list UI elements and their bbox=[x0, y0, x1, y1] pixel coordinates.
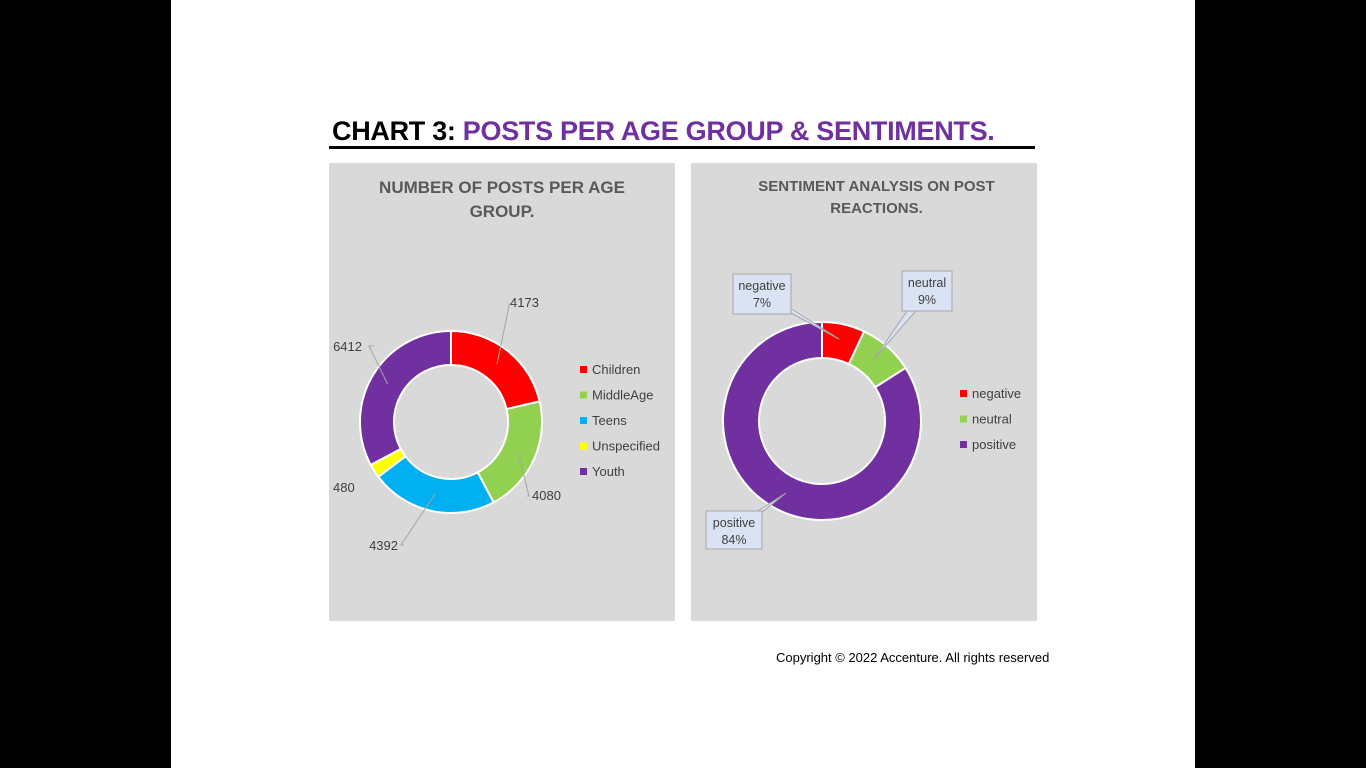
data-label-children: 4173 bbox=[510, 295, 539, 310]
donut-slice-children bbox=[450, 329, 541, 411]
legend-label-middleage: MiddleAge bbox=[592, 388, 653, 403]
callout-category-positive: positive bbox=[713, 516, 755, 530]
legend-label-unspecified: Unspecified bbox=[592, 439, 660, 454]
leader-line-children bbox=[496, 303, 510, 365]
legend-swatch-middleage bbox=[580, 391, 587, 399]
callout-box-neutral bbox=[901, 270, 953, 312]
callout-value-negative: 7% bbox=[753, 296, 771, 310]
age-group-chart-title: NUMBER OF POSTS PER AGE GROUP. bbox=[379, 178, 625, 221]
age-group-chart-panel: NUMBER OF POSTS PER AGE GROUP. Children M… bbox=[329, 163, 675, 621]
legend-swatch-negative bbox=[960, 390, 967, 397]
data-label-middleage: 4080 bbox=[532, 488, 561, 503]
legend-label-youth: Youth bbox=[592, 464, 625, 479]
callout-box-positive bbox=[705, 510, 763, 550]
legend-label-neutral: neutral bbox=[972, 412, 1012, 427]
slide-title-accent: POSTS PER AGE GROUP & SENTIMENTS. bbox=[455, 116, 995, 146]
sentiment-donut-chart: negative neutral positive negative 7% neutral… bbox=[705, 270, 1021, 550]
donut-slice-positive bbox=[722, 320, 922, 521]
copyright-notice: Copyright © 2022 Accenture. All rights r… bbox=[776, 650, 1050, 665]
donut-slice-youth bbox=[359, 329, 452, 467]
data-label-teens: 4392 bbox=[369, 538, 398, 553]
legend-swatch-teens bbox=[580, 417, 587, 424]
legend-label-teens: Teens bbox=[592, 413, 627, 428]
legend-label-positive: positive bbox=[972, 437, 1016, 452]
title-underline bbox=[329, 146, 1035, 149]
legend-swatch-unspecified bbox=[580, 442, 587, 450]
age-group-donut-chart: Children MiddleAge Teens Unspecified Youth 41… bbox=[333, 295, 660, 553]
legend-swatch-positive bbox=[960, 441, 967, 448]
leader-line-teens bbox=[400, 493, 436, 546]
legend-label-negative: negative bbox=[972, 386, 1021, 401]
callout-value-positive: 84% bbox=[721, 533, 746, 547]
leader-line-youth bbox=[368, 345, 388, 385]
callout-value-neutral: 9% bbox=[918, 293, 936, 307]
callout-box-negative bbox=[732, 273, 792, 315]
callout-category-negative: negative bbox=[738, 279, 785, 293]
data-label-unspecified: 480 bbox=[333, 480, 355, 495]
legend-swatch-children bbox=[580, 366, 587, 373]
sentiment-chart-title: SENTIMENT ANALYSIS ON POST REACTIONS. bbox=[758, 178, 995, 217]
leader-line-middleage bbox=[517, 452, 530, 497]
legend-label-children: Children bbox=[592, 362, 640, 377]
sentiment-chart-panel: SENTIMENT ANALYSIS ON POST REACTIONS. ne… bbox=[691, 163, 1037, 621]
slide-title-prefix: CHART 3: bbox=[332, 116, 456, 146]
slide: CHART 3: POSTS PER AGE GROUP & SENTIMENT… bbox=[171, 0, 1195, 768]
callout-category-neutral: neutral bbox=[908, 276, 946, 290]
data-label-youth: 6412 bbox=[333, 339, 362, 354]
legend-swatch-neutral bbox=[960, 415, 967, 423]
legend-swatch-youth bbox=[580, 468, 587, 475]
slide-title: CHART 3: POSTS PER AGE GROUP & SENTIMENT… bbox=[332, 116, 995, 147]
